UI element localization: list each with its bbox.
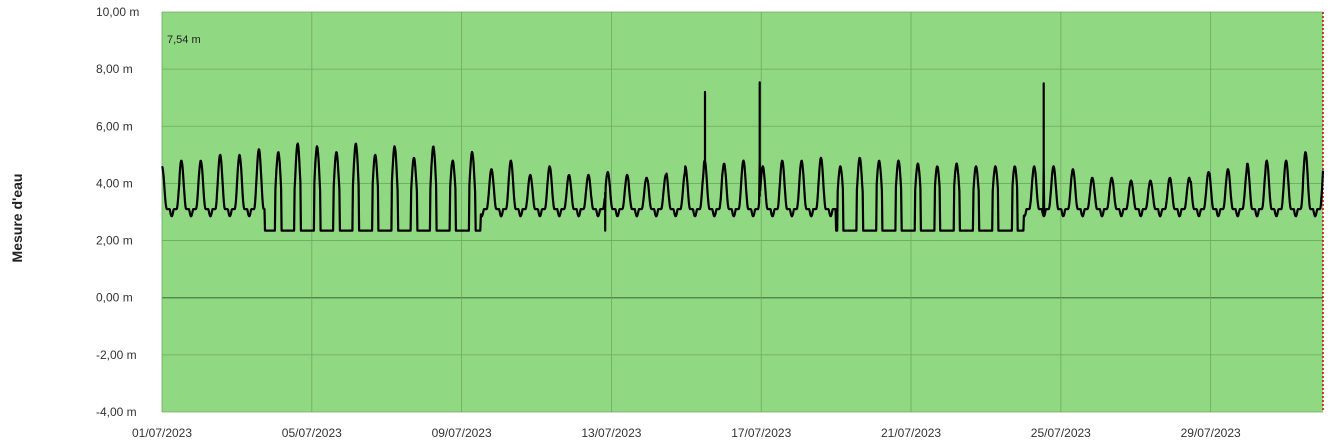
x-tick-label: 01/07/2023 xyxy=(132,426,192,440)
y-ticks: 10,00 m 8,00 m 6,00 m 4,00 m 2,00 m 0,00 m -2,… xyxy=(96,5,139,419)
y-tick-label: -2,00 m xyxy=(96,348,137,362)
x-tick-label: 17/07/2023 xyxy=(731,426,791,440)
y-tick-label: 4,00 m xyxy=(96,176,133,190)
x-tick-label: 09/07/2023 xyxy=(432,426,492,440)
series-line xyxy=(160,81,1325,232)
x-ticks: 01/07/2023 05/07/2023 09/07/2023 13/07/2023… xyxy=(132,426,1241,440)
y-tick-label: -4,00 m xyxy=(96,405,137,419)
y-tick-label: 8,00 m xyxy=(96,62,133,76)
x-tick-label: 29/07/2023 xyxy=(1181,426,1241,440)
y-tick-label: 10,00 m xyxy=(96,5,139,19)
plot-background xyxy=(162,12,1323,412)
x-tick-label: 21/07/2023 xyxy=(881,426,941,440)
y-axis-label: Mesure d'eau xyxy=(9,174,25,263)
x-tick-label: 05/07/2023 xyxy=(282,426,342,440)
y-tick-label: 6,00 m xyxy=(96,119,133,133)
y-tick-label: 2,00 m xyxy=(96,234,133,248)
x-tick-label: 13/07/2023 xyxy=(581,426,641,440)
y-tick-label: 0,00 m xyxy=(96,291,133,305)
max-annotation: 7,54 m xyxy=(167,34,201,46)
x-tick-label: 25/07/2023 xyxy=(1031,426,1091,440)
grid xyxy=(161,11,1323,413)
